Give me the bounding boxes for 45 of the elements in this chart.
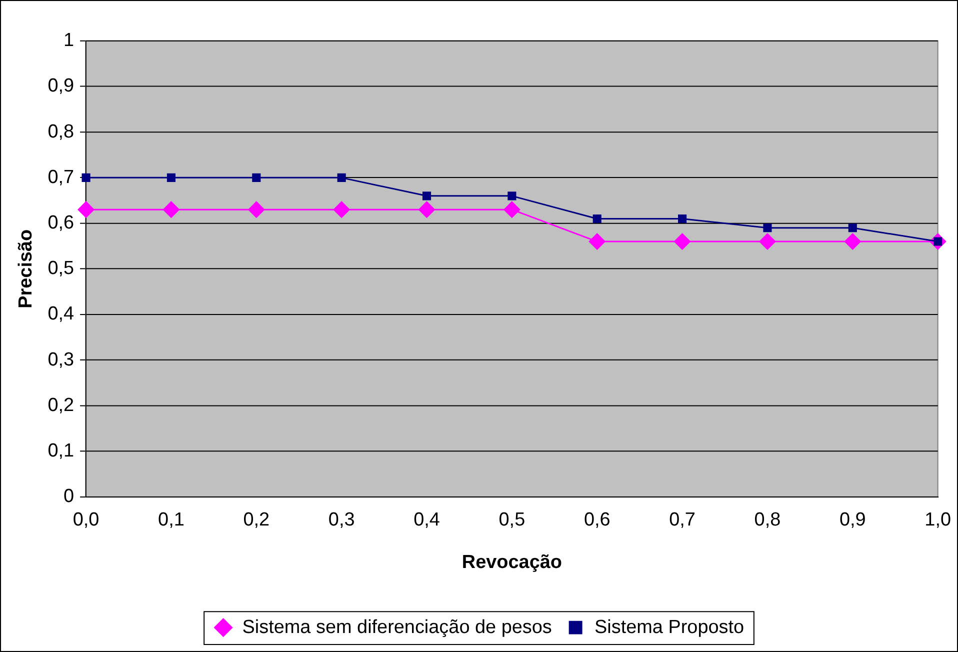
- point: [508, 192, 516, 200]
- y-tick-label: 0,2: [48, 394, 74, 416]
- y-tick-label: 0,9: [48, 76, 74, 97]
- y-tick-label: 0,3: [48, 349, 74, 370]
- point: [252, 173, 261, 182]
- x-tick-label: 1,0: [924, 509, 952, 530]
- y-tick-label: 0,6: [48, 212, 74, 234]
- y-tick-label: 0: [64, 486, 74, 508]
- point: [422, 192, 432, 200]
- point: [848, 224, 857, 232]
- y-tick-label: 0,4: [48, 304, 74, 325]
- y-axis-title: Precisão: [16, 229, 37, 308]
- x-tick-label: 0,3: [328, 509, 355, 530]
- point: [588, 233, 606, 250]
- x-tick-label: 0,8: [754, 509, 781, 530]
- y-tick-label: 0,1: [48, 440, 74, 462]
- x-tick-label: 0,9: [839, 509, 866, 530]
- y-tick-label: 0,7: [48, 166, 74, 188]
- x-tick-label: 0,4: [414, 509, 440, 530]
- x-tick-label: 0,6: [584, 509, 610, 530]
- y-tick-label: 0,8: [48, 121, 74, 142]
- y-tick-label: 1: [64, 30, 74, 52]
- point: [418, 201, 435, 218]
- point: [162, 201, 180, 218]
- point: [333, 201, 350, 218]
- point: [337, 173, 346, 182]
- x-tick-label: 0,1: [158, 509, 184, 530]
- y-tick-label: 0,5: [48, 258, 74, 280]
- point: [166, 173, 176, 182]
- point: [678, 214, 687, 223]
- legend-label: Sistema Proposto: [594, 616, 744, 638]
- x-tick-label: 0,5: [498, 509, 526, 530]
- point: [592, 214, 602, 223]
- x-tick-label: 0,0: [72, 509, 100, 530]
- point: [674, 233, 691, 250]
- point: [78, 201, 94, 218]
- point: [248, 201, 265, 218]
- point: [844, 233, 861, 250]
- x-tick-label: 0,7: [669, 509, 696, 530]
- point: [763, 224, 772, 232]
- point: [504, 201, 520, 218]
- point: [759, 233, 776, 250]
- x-tick-label: 0,2: [243, 509, 270, 530]
- x-axis-title: Revocação: [462, 552, 562, 574]
- legend-label: Sistema sem diferenciação de pesos: [242, 616, 552, 638]
